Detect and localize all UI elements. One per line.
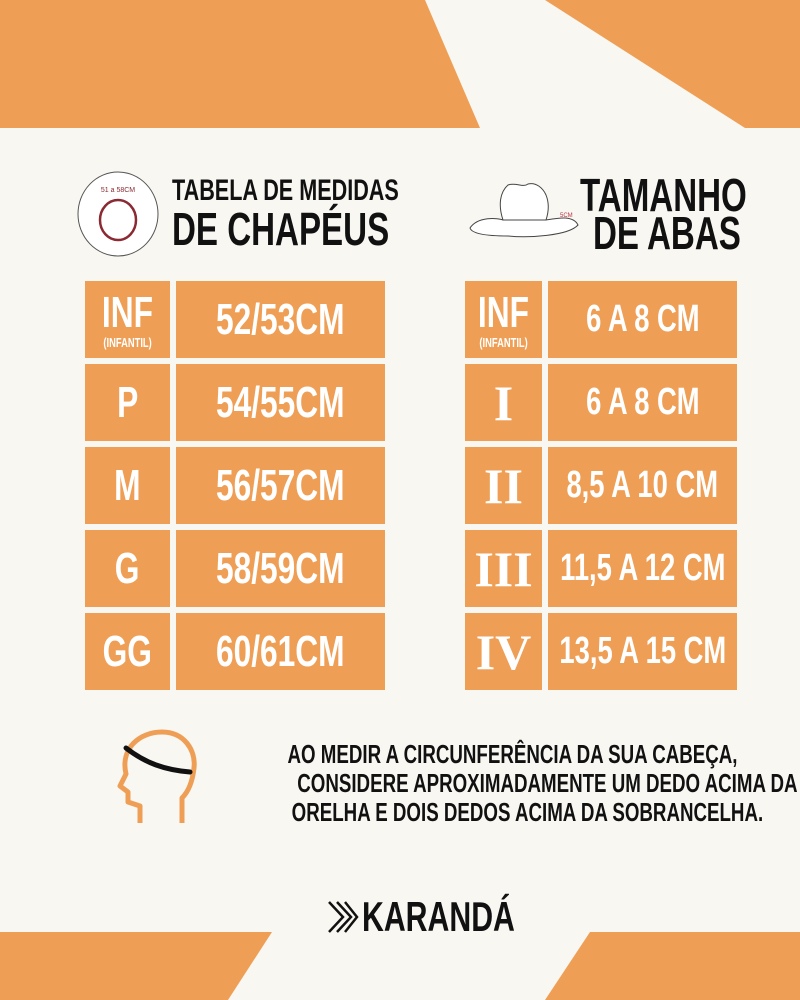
hat-icon: 5CM	[469, 183, 579, 238]
value-cell: 58/59CM	[176, 530, 385, 607]
karanda-logo-icon	[328, 901, 359, 933]
size-cell: M	[85, 447, 170, 524]
value-cell: 13,5 A 15 CM	[548, 613, 737, 690]
size-cell: GG	[85, 613, 170, 690]
size-cell: III	[465, 530, 542, 607]
left-title-line2: DE CHAPÉUS	[172, 203, 390, 255]
value-cell: 11,5 A 12 CM	[548, 530, 737, 607]
value-cell: 54/55CM	[176, 364, 385, 441]
right-title-line2: DE ABAS	[593, 207, 741, 259]
size-cell: INF (INFANTIL)	[465, 281, 542, 358]
svg-text:51 a 58CM: 51 a 58CM	[101, 187, 135, 194]
measure-instructions: AO MEDIR A CIRCUNFERÊNCIA DA SUA CABEÇA,…	[287, 739, 798, 827]
value-cell: 52/53CM	[176, 281, 385, 358]
svg-text:5CM: 5CM	[560, 213, 573, 219]
size-cell: INF (INFANTIL)	[85, 281, 170, 358]
brand-logo: KARANDÁ	[362, 893, 515, 940]
value-cell: 6 A 8 CM	[548, 281, 737, 358]
hat-ring-icon: 51 a 58CM	[77, 171, 159, 257]
size-cell: P	[85, 364, 170, 441]
value-cell: 60/61CM	[176, 613, 385, 690]
left-title-line1: TABELA DE MEDIDAS	[172, 174, 399, 207]
size-cell: I	[465, 364, 542, 441]
size-cell: II	[465, 447, 542, 524]
size-cell: IV	[465, 613, 542, 690]
value-cell: 56/57CM	[176, 447, 385, 524]
value-cell: 8,5 A 10 CM	[548, 447, 737, 524]
value-cell: 6 A 8 CM	[548, 364, 737, 441]
right-title-line1: TAMANHO	[580, 169, 747, 221]
size-cell: G	[85, 530, 170, 607]
head-measure-icon	[117, 729, 197, 823]
